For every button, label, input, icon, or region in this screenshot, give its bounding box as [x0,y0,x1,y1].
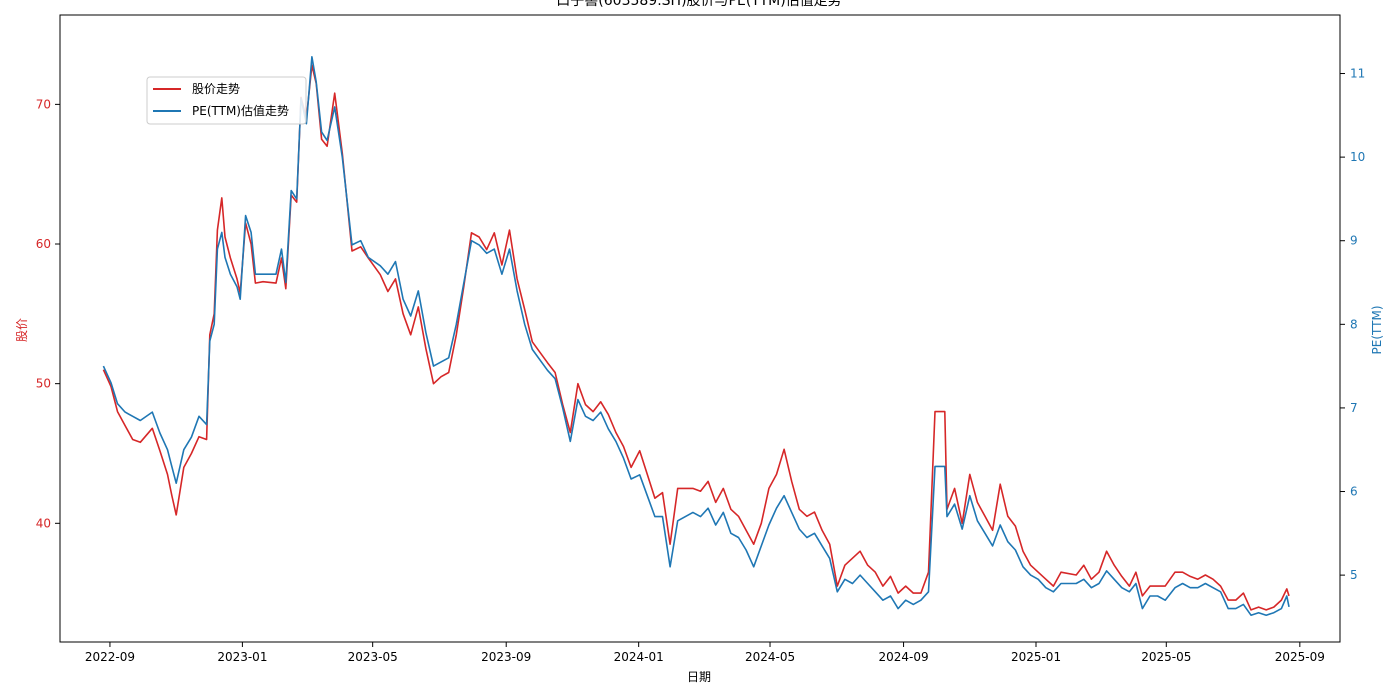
y-right-tick-label: 10 [1350,150,1365,164]
price-series-line [102,64,1290,611]
legend-box [146,76,307,125]
y-axis-left-label: 股价 [15,318,29,342]
y-right-tick-label: 11 [1350,67,1365,81]
plot-lines [102,56,1290,616]
y-right-tick-label: 6 [1350,485,1358,499]
y-right-tick-label: 9 [1350,234,1358,248]
x-tick-label: 2025-05 [1141,650,1191,664]
x-tick-label: 2024-01 [614,650,664,664]
x-axis: 2022-09 2023-01 2023-05 2023-09 2024-01 2024-… [85,642,1325,664]
legend: 股价走势 PE(TTM)估值走势 [146,76,307,125]
pe-series-line [102,56,1290,616]
x-tick-label: 2023-05 [348,650,398,664]
x-tick-label: 2024-05 [745,650,795,664]
y-right-tick-label: 8 [1350,317,1358,331]
y-left-tick-label: 50 [36,377,51,391]
chart-title: 口子窖(603589.SH)股价与PE(TTM)估值走势 [556,0,841,9]
y-left-tick-label: 70 [36,97,51,111]
x-tick-label: 2023-01 [217,650,267,664]
x-tick-label: 2024-09 [878,650,928,664]
legend-label-pe: PE(TTM)估值走势 [192,103,289,118]
plot-frame [59,14,1341,643]
y-right-tick-label: 7 [1350,401,1358,415]
x-tick-label: 2022-09 [85,650,135,664]
x-axis-label: 日期 [687,670,711,684]
x-tick-label: 2025-09 [1275,650,1325,664]
y-left-tick-label: 40 [36,516,51,530]
y-right-tick-label: 5 [1350,568,1358,582]
y-axis-right: 5 6 7 8 9 10 11 [1340,67,1365,582]
x-tick-label: 2023-09 [481,650,531,664]
x-tick-label: 2025-01 [1011,650,1061,664]
y-axis-right-label: PE(TTM) [1370,306,1384,355]
y-left-tick-label: 60 [36,237,51,251]
y-axis-left: 40 50 60 70 [36,97,60,530]
legend-label-price: 股价走势 [192,82,240,96]
